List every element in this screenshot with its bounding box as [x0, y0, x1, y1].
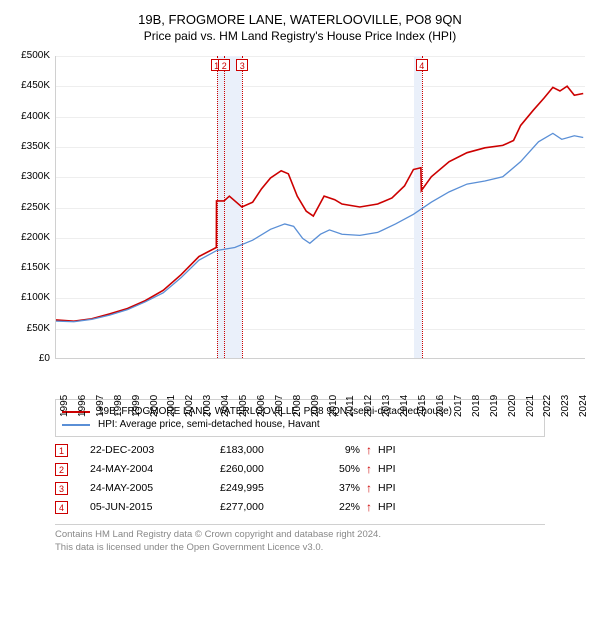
x-axis-label: 2020 [507, 395, 509, 417]
x-axis-label: 2019 [489, 395, 491, 417]
plot-region: 1234 [55, 56, 585, 359]
x-axis-label: 2013 [381, 395, 383, 417]
x-axis-label: 2007 [274, 395, 276, 417]
y-axis-label: £0 [10, 353, 50, 364]
tx-date: 24-MAY-2005 [90, 482, 220, 494]
tx-number-badge: 1 [55, 444, 68, 457]
footnote-line-1: Contains HM Land Registry data © Crown c… [55, 529, 545, 542]
y-axis-label: £250K [10, 202, 50, 213]
chart-subtitle: Price paid vs. HM Land Registry's House … [10, 29, 590, 43]
transaction-row: 3 24-MAY-2005£249,99537%↑HPI [55, 481, 590, 495]
tx-pct: 22% [320, 501, 360, 513]
tx-hpi-label: HPI [378, 444, 396, 456]
up-arrow-icon: ↑ [360, 481, 378, 495]
tx-hpi-label: HPI [378, 482, 396, 494]
tx-date: 22-DEC-2003 [90, 444, 220, 456]
y-axis-label: £400K [10, 111, 50, 122]
tx-number-badge: 3 [55, 482, 68, 495]
x-axis-label: 2014 [399, 395, 401, 417]
x-axis-label: 2016 [435, 395, 437, 417]
x-axis-label: 2012 [363, 395, 365, 417]
y-axis-label: £300K [10, 171, 50, 182]
x-axis-label: 2023 [560, 395, 562, 417]
legend-item: HPI: Average price, semi-detached house,… [62, 419, 538, 430]
transactions-table: 122-DEC-2003£183,0009%↑HPI224-MAY-2004£2… [55, 443, 590, 514]
tx-pct: 37% [320, 482, 360, 494]
x-axis-label: 2000 [149, 395, 151, 417]
y-axis-label: £150K [10, 262, 50, 273]
x-axis-label: 1998 [113, 395, 115, 417]
x-axis-label: 2010 [328, 395, 330, 417]
tx-price: £260,000 [220, 463, 320, 475]
x-axis-label: 2009 [310, 395, 312, 417]
tx-number-badge: 4 [55, 501, 68, 514]
x-axis-label: 1999 [131, 395, 133, 417]
y-axis-label: £500K [10, 50, 50, 61]
x-axis-label: 2011 [345, 395, 347, 417]
y-axis-label: £450K [10, 80, 50, 91]
chart-area: 1234 £0 £50K £100K £150K £200K £250K £300K £350… [10, 51, 590, 391]
x-axis-label: 2021 [525, 395, 527, 417]
y-axis-label: £350K [10, 141, 50, 152]
tx-date: 24-MAY-2004 [90, 463, 220, 475]
tx-price: £249,995 [220, 482, 320, 494]
x-axis-label: 2018 [471, 395, 473, 417]
transaction-row: 2 24-MAY-2004£260,00050%↑HPI [55, 462, 590, 476]
transaction-row: 4 05-JUN-2015£277,00022%↑HPI [55, 500, 590, 514]
x-axis-label: 2004 [220, 395, 222, 417]
tx-number-badge: 2 [55, 463, 68, 476]
footnote: Contains HM Land Registry data © Crown c… [55, 524, 545, 555]
x-axis-label: 1997 [95, 395, 97, 417]
footnote-line-2: This data is licensed under the Open Gov… [55, 542, 545, 555]
transaction-row: 1 22-DEC-2003£183,0009%↑HPI [55, 443, 590, 457]
tx-hpi-label: HPI [378, 463, 396, 475]
series-price_paid [56, 86, 583, 321]
series-svg [56, 56, 585, 358]
x-axis-label: 2024 [578, 395, 580, 417]
x-axis-label: 2008 [292, 395, 294, 417]
x-axis-label: 2015 [417, 395, 419, 417]
x-axis-label: 2005 [238, 395, 240, 417]
x-axis-label: 2003 [202, 395, 204, 417]
chart-title: 19B, FROGMORE LANE, WATERLOOVILLE, PO8 9… [10, 12, 590, 27]
x-axis-label: 2001 [166, 395, 168, 417]
up-arrow-icon: ↑ [360, 462, 378, 476]
x-axis-label: 1996 [77, 395, 79, 417]
tx-pct: 9% [320, 444, 360, 456]
y-axis-label: £100K [10, 292, 50, 303]
up-arrow-icon: ↑ [360, 443, 378, 457]
legend-swatch [62, 424, 90, 426]
tx-pct: 50% [320, 463, 360, 475]
y-axis-label: £50K [10, 323, 50, 334]
tx-date: 05-JUN-2015 [90, 501, 220, 513]
up-arrow-icon: ↑ [360, 500, 378, 514]
tx-hpi-label: HPI [378, 501, 396, 513]
legend-label: HPI: Average price, semi-detached house,… [98, 419, 320, 430]
x-axis-label: 2017 [453, 395, 455, 417]
y-axis-label: £200K [10, 232, 50, 243]
x-axis-label: 2022 [542, 395, 544, 417]
tx-price: £183,000 [220, 444, 320, 456]
x-axis-label: 2002 [184, 395, 186, 417]
x-axis-label: 1995 [59, 395, 61, 417]
tx-price: £277,000 [220, 501, 320, 513]
series-hpi [56, 133, 583, 321]
x-axis-label: 2006 [256, 395, 258, 417]
